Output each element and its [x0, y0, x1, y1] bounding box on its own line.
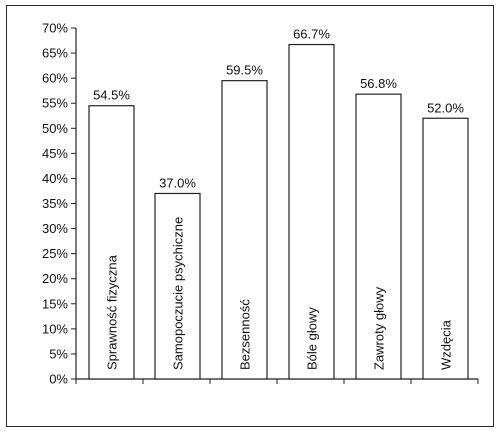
- bar: [221, 80, 268, 380]
- data-label: 37.0%: [159, 175, 196, 190]
- data-label: 66.7%: [293, 27, 330, 42]
- y-tick-label: 55%: [42, 96, 68, 111]
- bar: [355, 93, 402, 380]
- y-tick-label: 45%: [42, 146, 68, 161]
- bar: [288, 43, 335, 380]
- category-label: Bóle głowy: [305, 307, 320, 370]
- category-label: Wzdęcia: [439, 319, 454, 370]
- y-tick-label: 30%: [42, 221, 68, 236]
- y-tick-label: 40%: [42, 171, 68, 186]
- y-tick-label: 10%: [42, 321, 68, 336]
- bar: [88, 105, 135, 380]
- y-tick-label: 65%: [42, 46, 68, 61]
- y-tick-label: 15%: [42, 296, 68, 311]
- y-tick-label: 25%: [42, 246, 68, 261]
- y-tick-label: 35%: [42, 196, 68, 211]
- category-label: Samopoczucie psychiczne: [171, 217, 186, 370]
- category-label: Bezsenność: [238, 299, 253, 370]
- bar: [154, 192, 201, 380]
- category-label: Zawroty głowy: [372, 286, 387, 370]
- category-label: Sprawność fizyczna: [105, 254, 120, 370]
- y-tick-label: 0%: [49, 372, 68, 387]
- data-label: 59.5%: [226, 63, 263, 78]
- y-tick-label: 70%: [42, 21, 68, 36]
- data-label: 54.5%: [93, 88, 130, 103]
- bar: [422, 117, 469, 380]
- y-tick-label: 5%: [49, 346, 68, 361]
- data-label: 56.8%: [360, 76, 397, 91]
- y-tick-label: 60%: [42, 71, 68, 86]
- y-tick-label: 20%: [42, 271, 68, 286]
- y-tick-label: 50%: [42, 121, 68, 136]
- data-label: 52.0%: [427, 100, 464, 115]
